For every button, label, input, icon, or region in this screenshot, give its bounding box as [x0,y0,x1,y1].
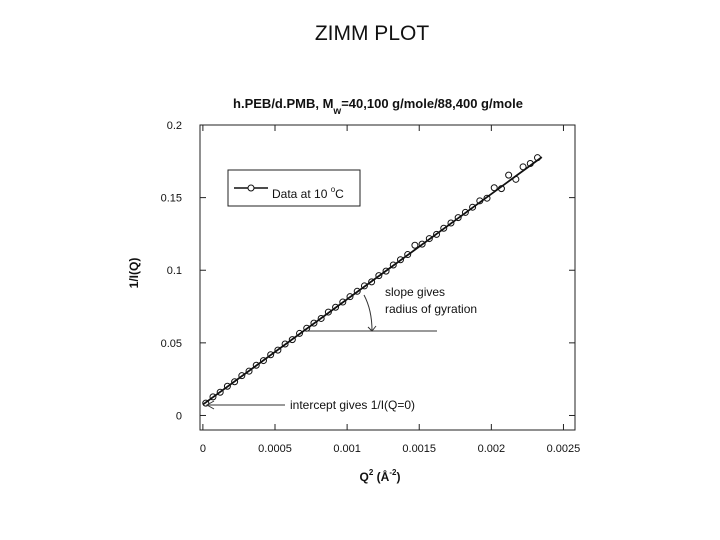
data-point [418,240,426,248]
data-point [209,393,217,401]
data-point [476,197,484,205]
data-point [245,367,253,375]
x-label-sup: -2 [389,468,397,477]
slope-arrowhead [367,325,377,332]
x-tick-label: 0 [200,443,206,455]
data-point [375,272,383,280]
data-point [317,314,325,322]
data-point [382,267,390,275]
data-point [238,372,246,380]
chart-subtitle: h.PEB/d.PMB, Mw=40,100 g/mole/88,400 g/m… [233,96,523,117]
data-point [223,382,231,390]
data-point [425,235,433,243]
y-tick-label: 0.2 [167,120,182,132]
data-point [534,154,541,162]
x-tick-label: 0.002 [478,443,506,455]
data-point [252,361,260,369]
data-point [396,256,404,264]
data-point [404,251,412,259]
x-tick-label: 0.001 [333,443,361,455]
data-point [411,241,419,249]
annotation: radius of gyration [385,302,477,316]
y-tick-label: 0.15 [161,193,182,205]
data-point [447,219,455,227]
intercept-arrowhead [205,400,215,410]
x-label-sup: 2 [369,468,374,477]
data-point [440,224,448,232]
plot-frame [199,124,576,431]
data-point [505,171,513,179]
data-point [288,336,296,344]
data-point [497,185,505,193]
x-label-text: Q [360,470,369,484]
x-label-text: (Å [373,469,389,484]
data-point [526,159,534,167]
data-point [324,308,332,316]
data-point [310,319,318,327]
data-point [281,340,289,348]
x-axis-label: Q2 (Å-2) [360,468,401,484]
data-point [202,399,210,407]
data-point [368,278,376,286]
subtitle-text: h.PEB/d.PMB, M [233,96,333,111]
legend-label: Data at 10 oC [272,185,344,201]
y-axis-label: 1/I(Q) [127,258,141,289]
data-point [339,298,347,306]
data-point [274,346,282,354]
annotation: intercept gives 1/I(Q=0) [290,398,415,412]
data-point [490,184,498,192]
subtitle-subscript: w [332,106,341,117]
data-point [454,214,462,222]
slope-arc [363,294,373,332]
legend-text: C [335,187,344,201]
data-point [216,388,224,396]
legend-marker [247,184,255,192]
data-point [332,303,340,311]
y-tick-label: 0.05 [161,338,182,350]
data-point [433,230,441,238]
data-point [519,163,527,171]
fit-line [202,156,543,406]
y-tick-label: 0.1 [167,265,182,277]
data-point [461,208,469,216]
data-point [296,329,304,337]
data-point [512,175,520,183]
data-point [483,194,491,202]
plot-area: 0 0.0005 0.001 0.0015 0.002 0.0025 0 0.05 0.1 0.1… [161,120,581,455]
data-point [346,293,354,301]
y-tick-label: 0 [176,410,182,422]
legend-text: Data at 10 [272,187,331,201]
legend-sup: o [331,185,336,194]
slide-title: ZIMM PLOT [315,22,430,45]
data-point [469,203,477,211]
data-point [231,378,239,386]
subtitle-text: =40,100 g/mole/88,400 g/mole [341,96,523,111]
x-tick-label: 0.0005 [258,443,292,455]
x-tick-label: 0.0015 [402,443,436,455]
x-label-text: ) [396,470,400,484]
x-tick-label: 0.0025 [547,443,581,455]
data-point [389,261,397,269]
data-point [353,287,361,295]
data-point [259,357,267,365]
data-point [360,282,368,290]
annotation: slope gives [385,285,445,299]
data-point [267,351,275,359]
